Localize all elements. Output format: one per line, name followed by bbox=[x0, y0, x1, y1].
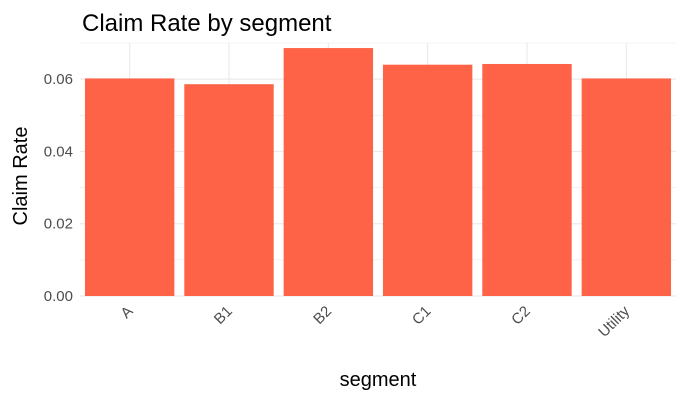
bar-b1 bbox=[184, 84, 274, 297]
bar-b2 bbox=[283, 48, 374, 297]
bar-a bbox=[84, 78, 175, 296]
y-tick-label: 0.06 bbox=[44, 71, 73, 88]
y-tick-label: 0.04 bbox=[44, 143, 73, 160]
chart-title: Claim Rate by segment bbox=[82, 10, 332, 37]
y-tick-label: 0.00 bbox=[44, 288, 73, 305]
y-tick-labels: 0.00 0.02 0.04 0.06 bbox=[44, 71, 73, 305]
bar-layer bbox=[84, 48, 672, 297]
y-axis-title: Claim Rate bbox=[10, 127, 32, 226]
bar-utility bbox=[581, 78, 672, 296]
bar-c2 bbox=[482, 63, 572, 296]
y-tick-label: 0.02 bbox=[44, 216, 73, 233]
x-axis-title: segment bbox=[340, 369, 417, 391]
bar-c1 bbox=[382, 64, 473, 296]
